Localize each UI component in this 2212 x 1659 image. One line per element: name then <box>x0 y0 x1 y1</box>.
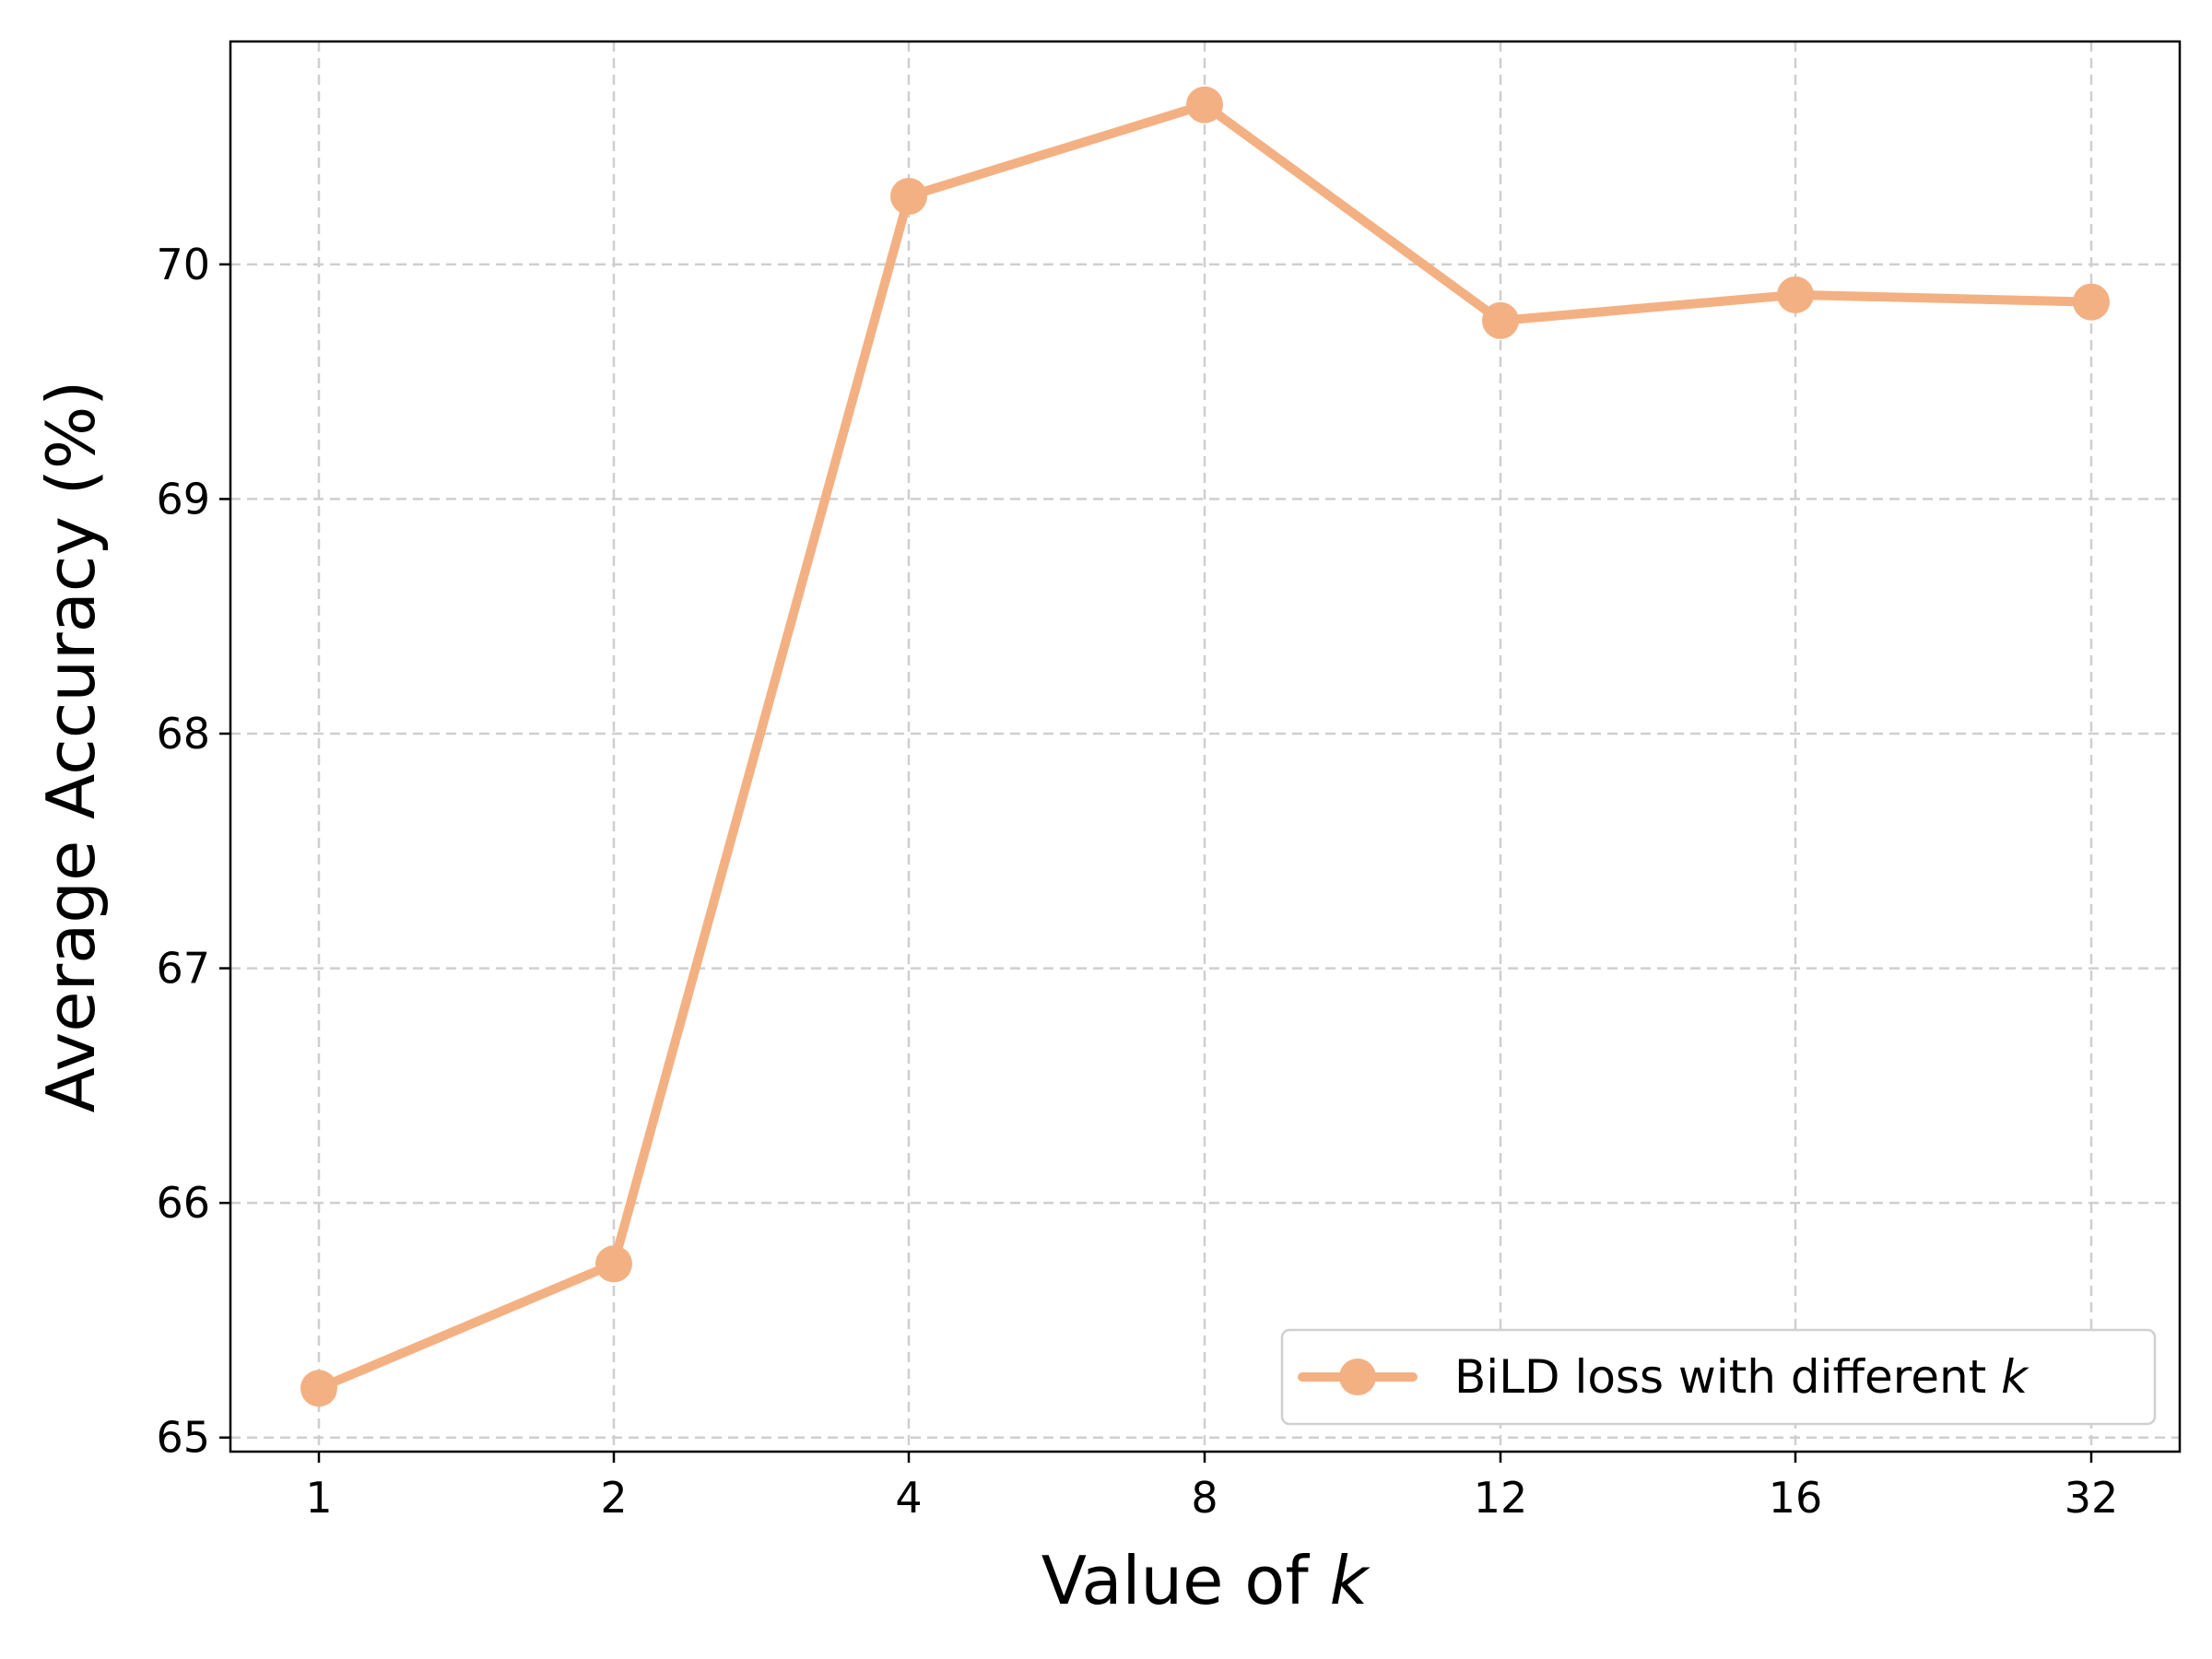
legend: BiLD loss with different k <box>1280 1328 2157 1426</box>
x-tick-label: 4 <box>895 1473 922 1523</box>
data-point <box>2073 283 2110 321</box>
legend-marker-swatch <box>1339 1359 1376 1395</box>
x-tick-label: 12 <box>1474 1473 1528 1523</box>
data-point <box>595 1245 632 1283</box>
x-tick-label: 2 <box>600 1473 627 1523</box>
data-point <box>1777 276 1814 313</box>
x-tick-label: 32 <box>2065 1473 2119 1523</box>
y-tick-label: 68 <box>156 709 210 759</box>
x-tick-label: 1 <box>305 1473 332 1523</box>
y-tick-label: 66 <box>156 1178 210 1228</box>
y-axis-title: Average Accuracy (%) <box>32 381 110 1113</box>
x-axis-title: Value of k <box>1041 1542 1371 1619</box>
y-tick-label: 69 <box>156 474 210 524</box>
y-tick-label: 67 <box>156 944 210 994</box>
grid <box>230 41 2180 1452</box>
x-tick-label: 8 <box>1191 1473 1218 1523</box>
data-point <box>890 178 927 215</box>
x-tick-label: 16 <box>1769 1473 1823 1523</box>
legend-label: BiLD loss with different k <box>1454 1350 2030 1404</box>
series-layer <box>300 86 2110 1407</box>
data-point <box>1186 86 1223 124</box>
data-point <box>300 1370 337 1407</box>
y-tick-label: 70 <box>156 240 210 289</box>
x-axis-title-variable: k <box>1330 1542 1371 1619</box>
legend-label-variable: k <box>2001 1350 2030 1404</box>
x-axis-title-prefix: Value of <box>1041 1542 1330 1619</box>
y-tick-label: 65 <box>156 1413 210 1463</box>
data-point <box>1482 301 1519 339</box>
legend-box <box>1280 1328 2157 1426</box>
legend-label-prefix: BiLD loss with different <box>1454 1350 2001 1404</box>
